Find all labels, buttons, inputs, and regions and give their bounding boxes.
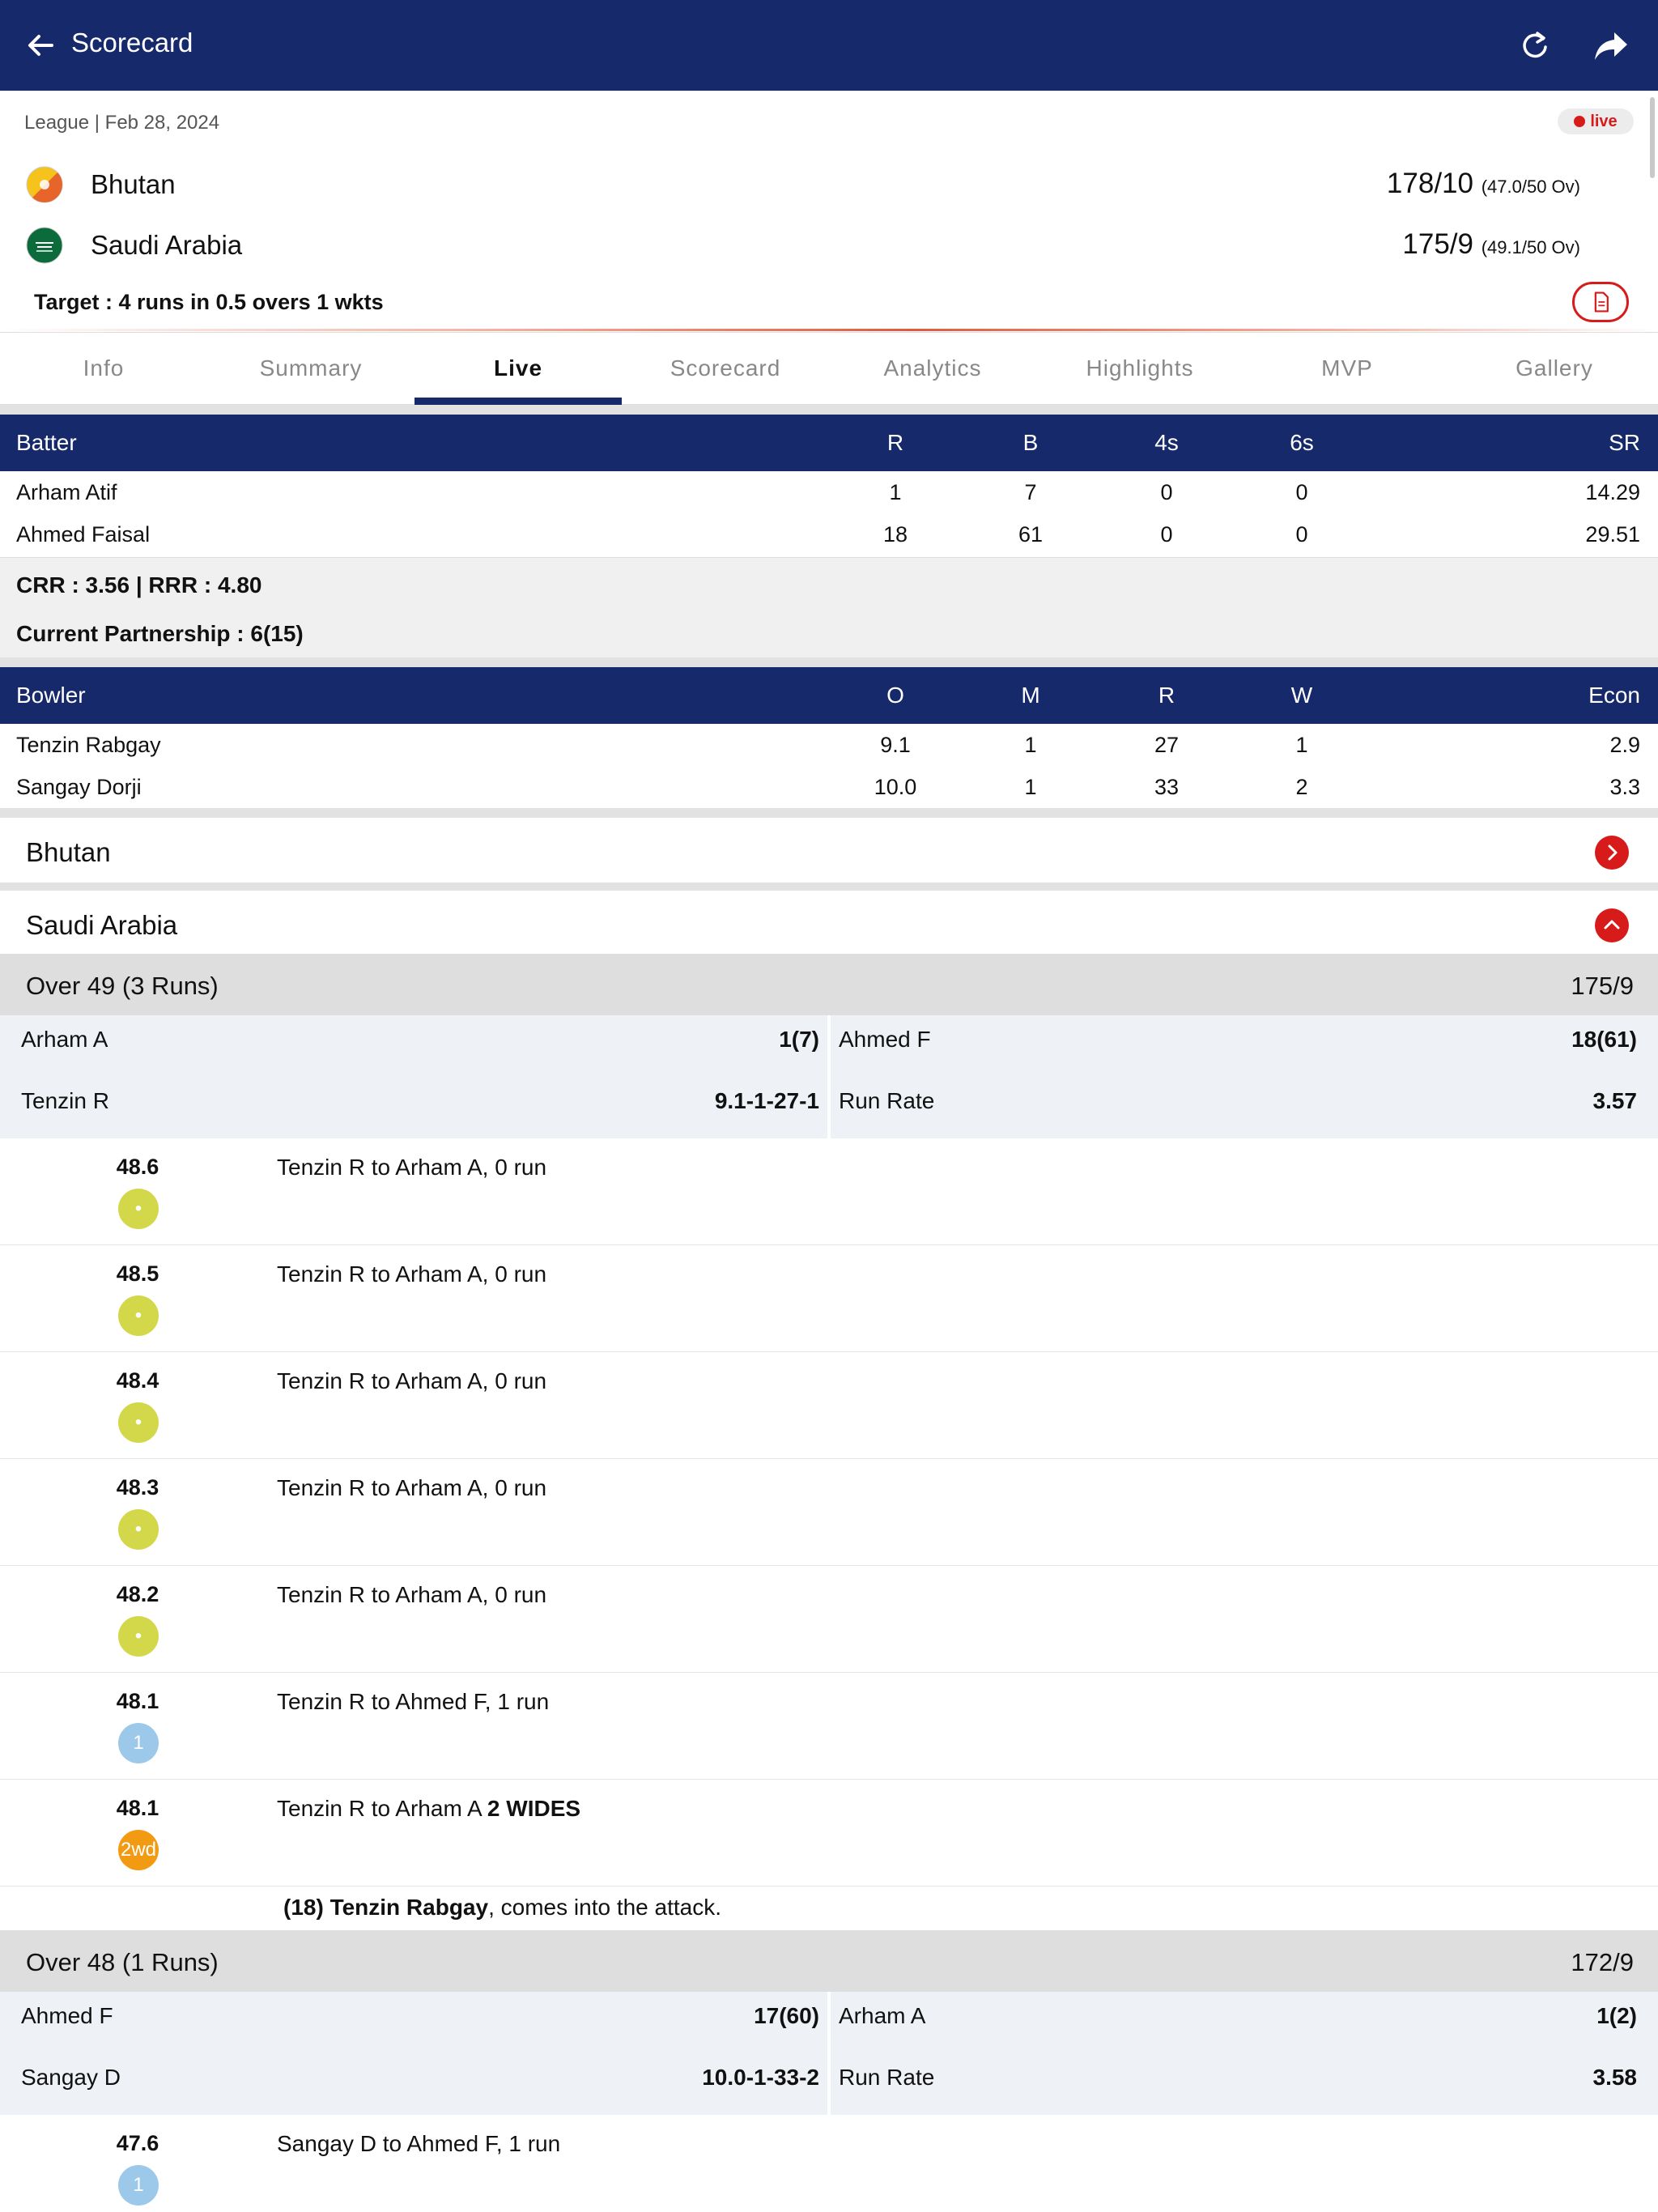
ball-commentary: 48.3 • Tenzin R to Arham A, 0 run xyxy=(0,1459,1658,1566)
chevron-up-icon xyxy=(1595,908,1629,942)
tab-summary[interactable]: Summary xyxy=(259,355,363,381)
bowler-name: Sangay Dorji xyxy=(16,774,142,799)
bowler-change-note: (18) Tenzin Rabgay, comes into the attac… xyxy=(0,1887,1658,1930)
tab-gallery[interactable]: Gallery xyxy=(1516,355,1593,381)
dot-ball-chip: • xyxy=(118,1616,159,1657)
divider xyxy=(827,1015,831,1138)
divider xyxy=(0,329,1658,331)
scrollbar[interactable] xyxy=(1650,97,1655,178)
run-rate-text: CRR : 3.56 | RRR : 4.80 xyxy=(16,572,262,598)
bowler-row[interactable]: Sangay Dorji 10.0 1 33 2 3.3 xyxy=(0,766,1658,808)
divider xyxy=(0,808,1658,818)
dot-ball-chip: • xyxy=(118,1295,159,1336)
ball-commentary: 48.2 • Tenzin R to Arham A, 0 run xyxy=(0,1566,1658,1673)
tab-info[interactable]: Info xyxy=(83,355,125,381)
document-icon[interactable] xyxy=(1572,282,1629,322)
tab-analytics[interactable]: Analytics xyxy=(883,355,982,381)
tab-mvp[interactable]: MVP xyxy=(1321,355,1373,381)
over-summary: Ahmed F 17(60) Arham A 1(2) Sangay D 10.… xyxy=(0,1992,1658,2115)
over-header: Over 49 (3 Runs) 175/9 xyxy=(0,954,1658,1015)
divider xyxy=(0,883,1658,891)
batter-name: Ahmed Faisal xyxy=(16,521,151,547)
match-meta: League | Feb 28, 2024 xyxy=(24,112,220,134)
match-header: League | Feb 28, 2024 live Bhutan 178/10… xyxy=(0,91,1658,331)
ball-commentary: 48.6 • Tenzin R to Arham A, 0 run xyxy=(0,1138,1658,1245)
bhutan-flag-icon xyxy=(26,166,63,203)
back-arrow-icon[interactable] xyxy=(19,24,62,66)
team-name: Bhutan xyxy=(91,169,176,199)
page-title: Scorecard xyxy=(71,28,193,57)
refresh-icon[interactable] xyxy=(1514,24,1556,66)
ball-commentary: 48.1 1 Tenzin R to Ahmed F, 1 run xyxy=(0,1673,1658,1780)
team-row-saudi-arabia: Saudi Arabia 175/9 (49.1/50 Ov) xyxy=(0,215,1658,272)
target-text: Target : 4 runs in 0.5 overs 1 wkts xyxy=(34,290,384,314)
ball-commentary: 47.6 1 Sangay D to Ahmed F, 1 run xyxy=(0,2115,1658,2212)
bowler-name: Tenzin Rabgay xyxy=(16,732,161,757)
chevron-right-icon xyxy=(1595,836,1629,870)
tab-scorecard[interactable]: Scorecard xyxy=(670,355,781,381)
partnership-box: CRR : 3.56 | RRR : 4.80 Current Partners… xyxy=(0,557,1658,657)
over-header: Over 48 (1 Runs) 172/9 xyxy=(0,1930,1658,1992)
dot-ball-chip: • xyxy=(118,1189,159,1229)
ball-commentary: 48.5 • Tenzin R to Arham A, 0 run xyxy=(0,1245,1658,1352)
batter-row[interactable]: Ahmed Faisal 18 61 0 0 29.51 xyxy=(0,513,1658,555)
team-score: 175/9 (49.1/50 Ov) xyxy=(1402,228,1580,260)
saudi-arabia-flag-icon xyxy=(26,227,63,264)
team-score: 178/10 (47.0/50 Ov) xyxy=(1386,168,1580,199)
divider xyxy=(827,1992,831,2115)
live-dot-icon xyxy=(1574,116,1586,127)
batter-row[interactable]: Arham Atif 1 7 0 0 14.29 xyxy=(0,471,1658,513)
tab-bar: Info Summary Live Scorecard Analytics Hi… xyxy=(0,332,1658,406)
ball-commentary: 48.4 • Tenzin R to Arham A, 0 run xyxy=(0,1352,1658,1459)
innings-expander-saudi-arabia[interactable]: Saudi Arabia xyxy=(0,891,1658,960)
bowler-row[interactable]: Tenzin Rabgay 9.1 1 27 1 2.9 xyxy=(0,724,1658,766)
live-badge: live xyxy=(1558,108,1634,134)
share-icon[interactable] xyxy=(1590,24,1632,66)
divider xyxy=(0,405,1658,415)
team-name: Saudi Arabia xyxy=(91,230,243,260)
dot-ball-chip: • xyxy=(118,1509,159,1550)
ball-commentary: 48.1 2wd Tenzin R to Arham A 2 WIDES xyxy=(0,1780,1658,1887)
single-run-chip: 1 xyxy=(118,1723,159,1763)
innings-expander-bhutan[interactable]: Bhutan xyxy=(0,818,1658,887)
tab-highlights[interactable]: Highlights xyxy=(1086,355,1194,381)
over-summary: Arham A 1(7) Ahmed F 18(61) Tenzin R 9.1… xyxy=(0,1015,1658,1138)
app-bar: Scorecard xyxy=(0,0,1658,91)
single-run-chip: 1 xyxy=(118,2165,159,2206)
wide-chip: 2wd xyxy=(118,1830,159,1870)
partnership-text: Current Partnership : 6(15) xyxy=(16,621,304,646)
batter-name: Arham Atif xyxy=(16,479,117,504)
dot-ball-chip: • xyxy=(118,1402,159,1443)
batting-table-header: Batter R B 4s 6s SR xyxy=(0,415,1658,471)
bowling-table-header: Bowler O M R W Econ xyxy=(0,667,1658,724)
team-row-bhutan: Bhutan 178/10 (47.0/50 Ov) xyxy=(0,155,1658,211)
tab-live[interactable]: Live xyxy=(414,333,622,406)
divider xyxy=(0,657,1658,667)
